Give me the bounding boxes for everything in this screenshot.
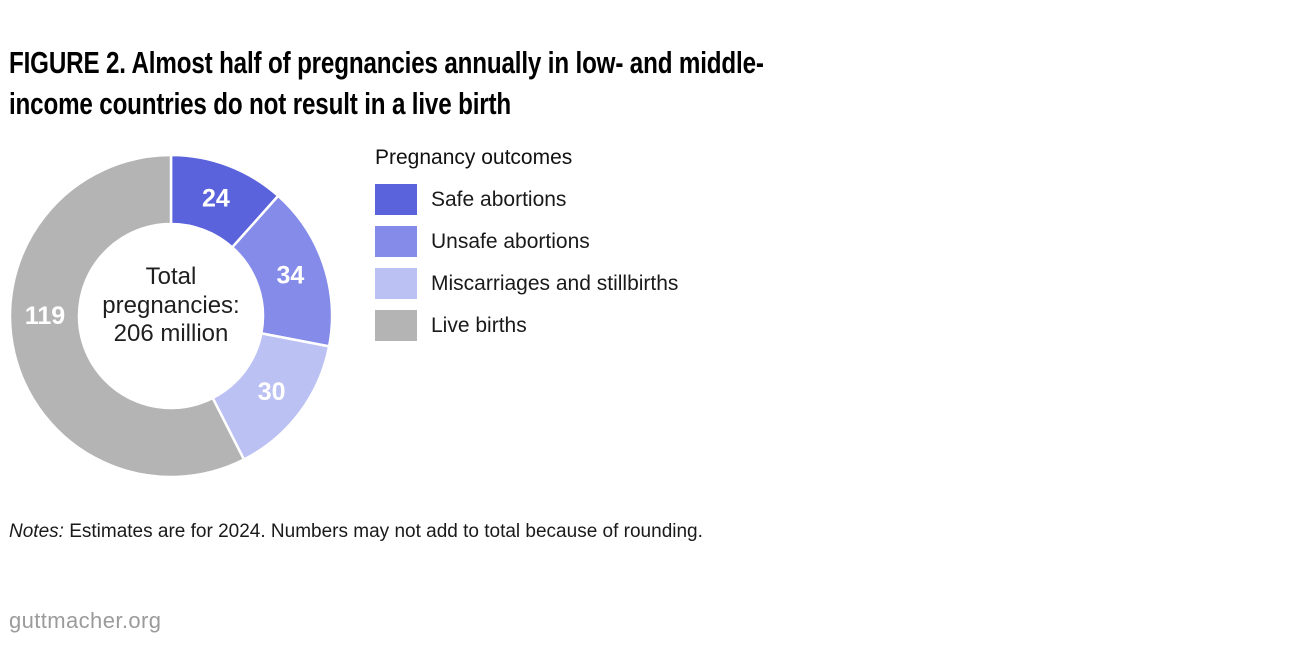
notes: Notes: Estimates are for 2024. Numbers m… xyxy=(9,521,703,543)
legend-item-miscarriages-and-stillbirths: Miscarriages and stillbirths xyxy=(375,268,678,299)
donut-value-label-unsafe-abortions: 34 xyxy=(276,262,304,290)
donut-svg: 24 34 30 119 xyxy=(8,153,334,479)
legend-swatch-unsafe-abortions xyxy=(375,226,417,257)
legend-items: Safe abortions Unsafe abortions Miscarriag… xyxy=(375,184,678,341)
legend-item-live-births: Live births xyxy=(375,310,678,341)
figure-title: FIGURE 2. Almost half of pregnancies ann… xyxy=(9,42,764,124)
donut-segment-live-births xyxy=(8,153,246,479)
notes-prefix: Notes: xyxy=(9,521,64,542)
legend-swatch-miscarriages-and-stillbirths xyxy=(375,268,417,299)
legend-label-live-births: Live births xyxy=(431,313,527,337)
donut-value-label-miscarriages-and-stillbirths: 30 xyxy=(258,378,286,406)
donut-value-label-safe-abortions: 24 xyxy=(202,184,230,212)
donut-chart: 24 34 30 119 Total pregnancies: 206 million xyxy=(0,145,350,495)
donut-center-label: Total pregnancies: 206 million xyxy=(102,263,240,347)
notes-text: Estimates are for 2024. Numbers may not … xyxy=(69,521,703,542)
donut-value-label-live-births: 119 xyxy=(25,302,65,330)
legend-label-safe-abortions: Safe abortions xyxy=(431,187,567,211)
legend-label-unsafe-abortions: Unsafe abortions xyxy=(431,229,590,253)
legend-item-unsafe-abortions: Unsafe abortions xyxy=(375,226,678,257)
legend-item-safe-abortions: Safe abortions xyxy=(375,184,678,215)
legend-title: Pregnancy outcomes xyxy=(375,146,573,169)
figure-title-line-1: FIGURE 2. Almost half of pregnancies ann… xyxy=(9,45,764,80)
legend: Pregnancy outcomes Safe abortions Unsafe … xyxy=(375,146,678,352)
figure-title-line-2: income countries do not result in a live… xyxy=(9,86,512,121)
legend-swatch-safe-abortions xyxy=(375,184,417,215)
footer-url: guttmacher.org xyxy=(9,608,162,633)
legend-swatch-live-births xyxy=(375,310,417,341)
legend-label-miscarriages-and-stillbirths: Miscarriages and stillbirths xyxy=(431,271,679,295)
